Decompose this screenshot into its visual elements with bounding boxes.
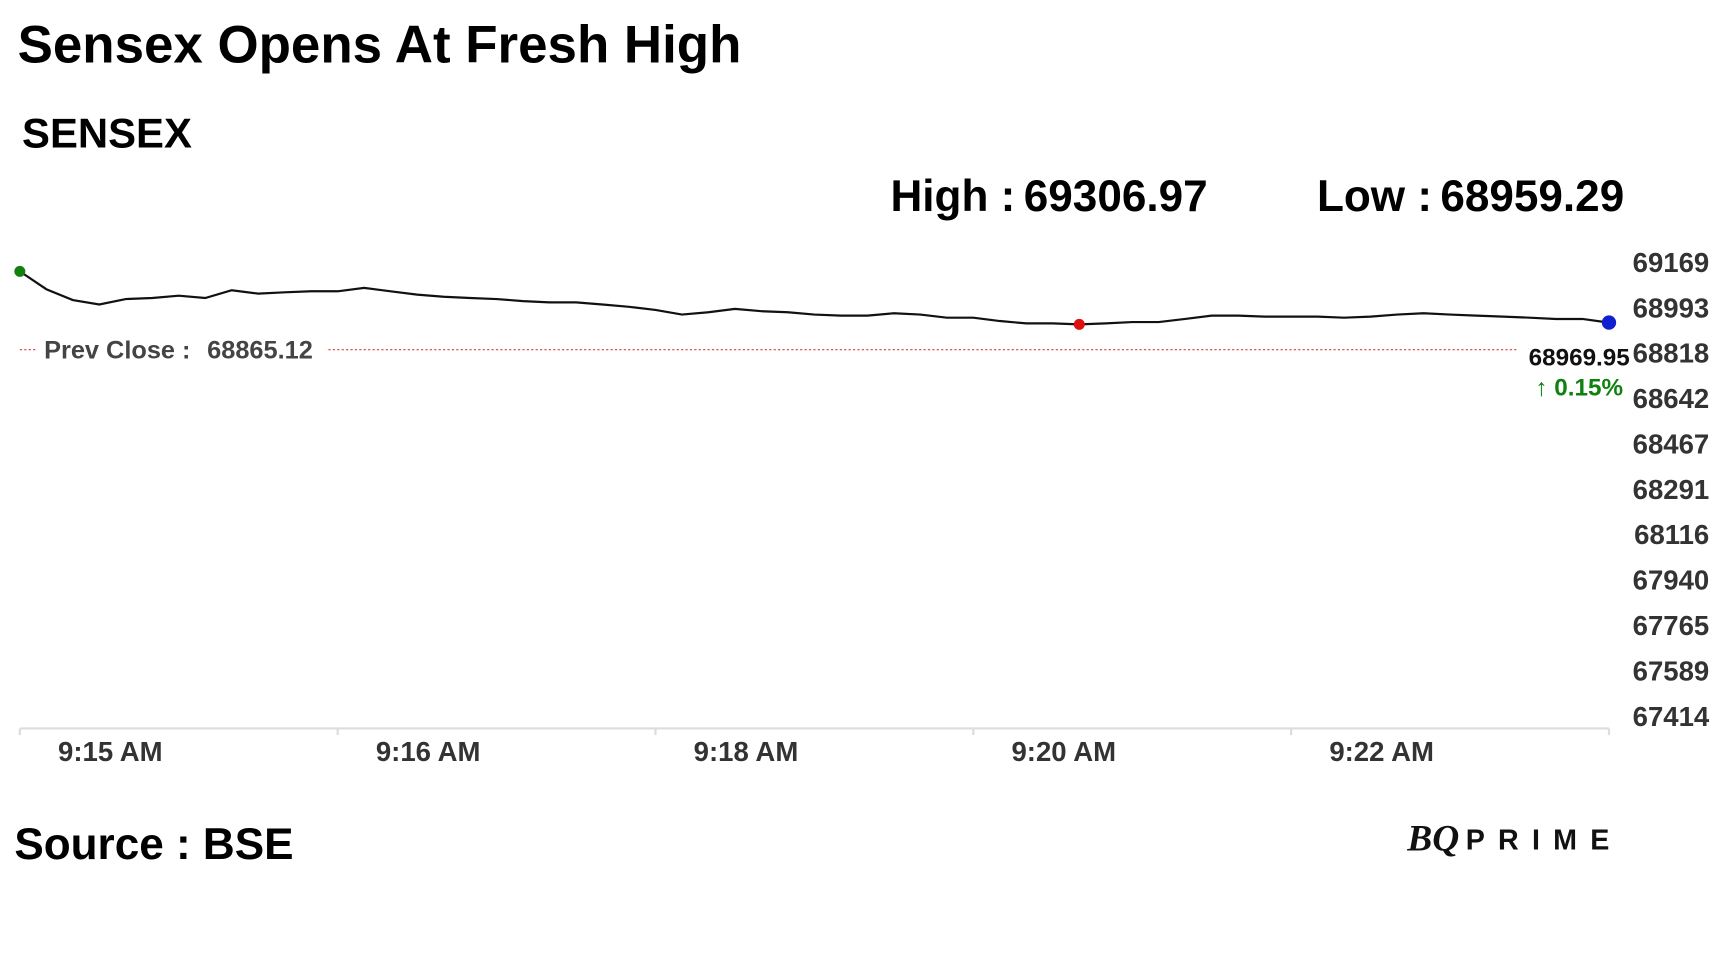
point-marker (1073, 318, 1085, 330)
x-tick-label: 9:20 AM (1011, 736, 1116, 767)
prev-close-bg (37, 334, 327, 366)
logo-suffix: PRIME (1466, 825, 1623, 857)
y-tick-label: 68291 (1633, 474, 1710, 505)
last-value-label: 68969.95 (1529, 345, 1630, 372)
low-label: Low : (1317, 172, 1432, 221)
x-tick-label: 9:22 AM (1329, 736, 1434, 767)
high-value: 69306.97 (1024, 172, 1208, 221)
x-tick-label: 9:16 AM (376, 736, 481, 767)
x-tick-label: 9:18 AM (694, 736, 799, 767)
logo: BQ (1406, 819, 1459, 860)
low-value: 68959.29 (1440, 172, 1624, 221)
change-label: ↑ 0.15% (1535, 374, 1623, 401)
y-tick-label: 69169 (1633, 247, 1710, 278)
line (19, 270, 1610, 326)
y-tick-label: 68993 (1633, 292, 1710, 323)
y-tick-label: 67765 (1633, 610, 1710, 641)
y-tick-label: 68818 (1633, 338, 1710, 369)
y-tick-label: 67940 (1633, 565, 1710, 596)
chart-subtitle: SENSEX (22, 110, 192, 157)
point-marker (1601, 315, 1617, 330)
y-tick-label: 68467 (1633, 428, 1710, 459)
value-label-bg (1520, 341, 1629, 408)
prev-close-value: 68865.12 (207, 337, 313, 365)
point-marker (14, 265, 26, 277)
prev-close-label: Prev Close : (44, 337, 190, 365)
y-tick-label: 68116 (1634, 519, 1709, 550)
high-label: High : (890, 172, 1015, 221)
y-tick-label: 67589 (1633, 656, 1710, 687)
y-tick-label: 67414 (1633, 701, 1710, 732)
x-tick-label: 9:15 AM (58, 736, 163, 767)
y-tick-label: 68642 (1633, 383, 1710, 414)
chart-title: Sensex Opens At Fresh High (18, 15, 742, 74)
source: Source : BSE (14, 820, 293, 869)
